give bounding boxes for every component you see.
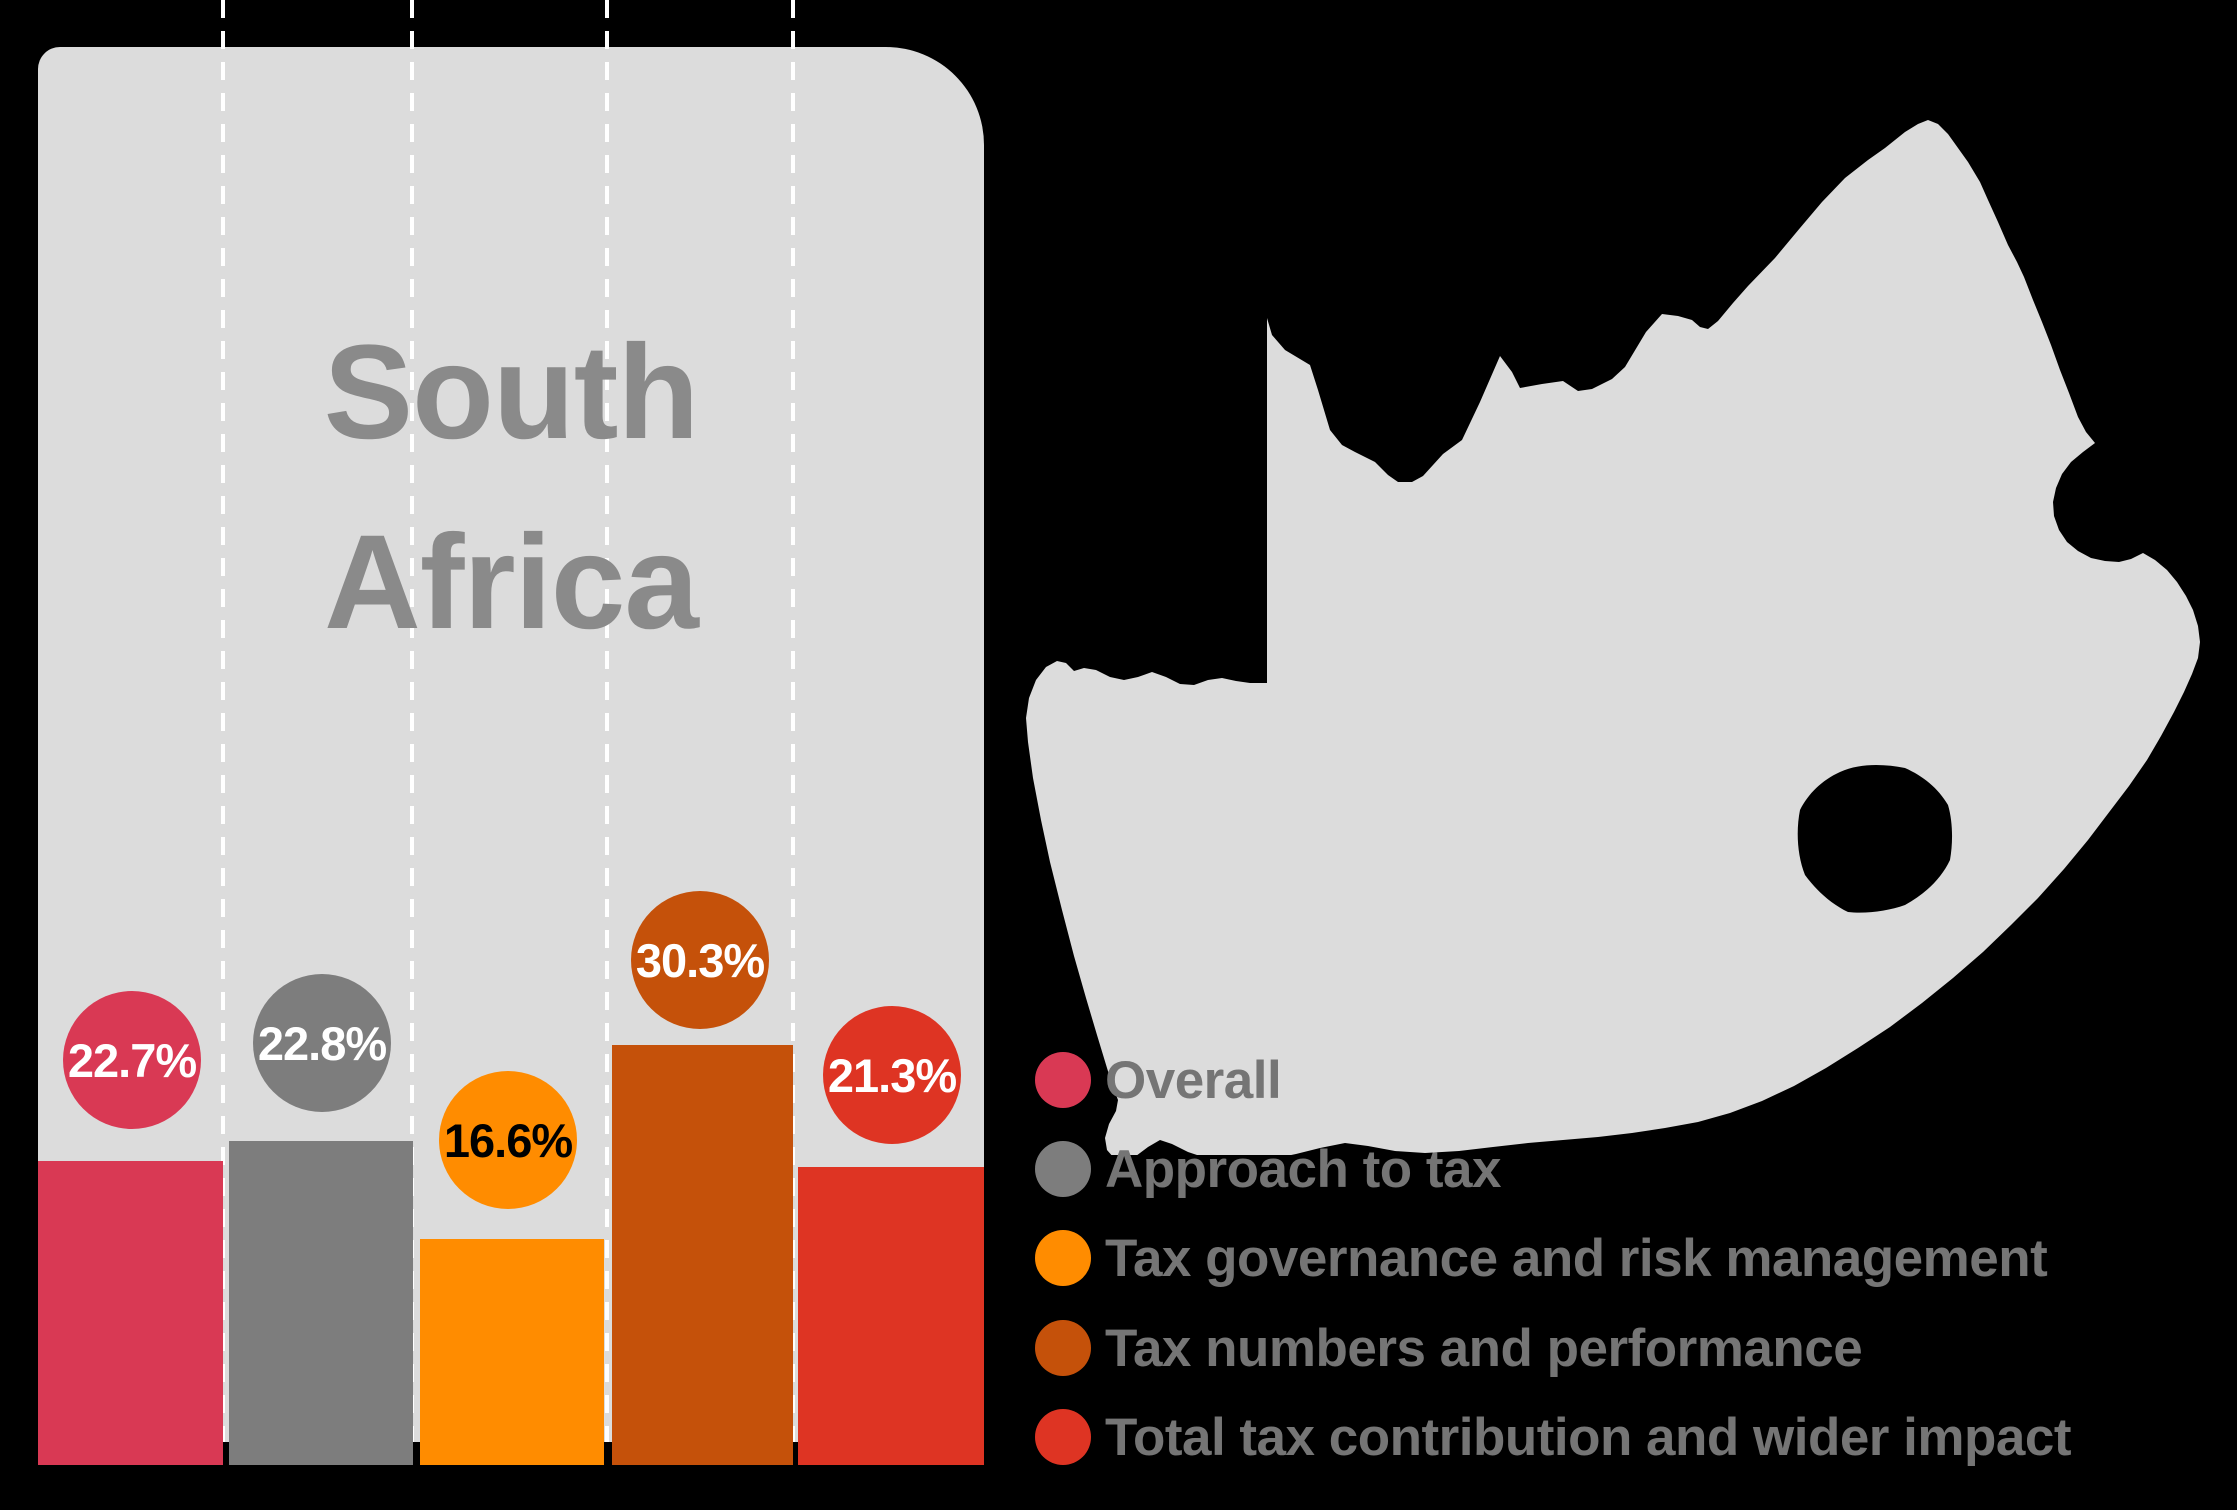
value-label: 16.6% [443, 1113, 573, 1167]
south-africa-map-shape [1026, 120, 2200, 1162]
legend-dot-icon [1035, 1320, 1091, 1376]
legend-label: Total tax contribution and wider impact [1105, 1407, 2071, 1467]
value-label: 22.8% [257, 1016, 387, 1070]
value-label: 21.3% [827, 1048, 957, 1102]
value-bubble-total-tax-contribution-and-wider-impact: 21.3% [823, 1006, 961, 1144]
value-bubble-approach-to-tax: 22.8% [253, 974, 391, 1112]
south-africa-map [1000, 110, 2205, 1162]
bar-tax-governance-and-risk-management [420, 1239, 604, 1465]
legend-label: Tax numbers and performance [1105, 1318, 1863, 1378]
bar-total-tax-contribution-and-wider-impact [798, 1167, 984, 1465]
legend-dot-icon [1035, 1409, 1091, 1465]
value-bubble-tax-governance-and-risk-management: 16.6% [439, 1071, 577, 1209]
value-bubble-overall: 22.7% [63, 991, 201, 1129]
dashed-gridline-4 [791, 0, 795, 1442]
legend-item-tax-governance-and-risk-management: Tax governance and risk management [1035, 1228, 2048, 1288]
bar-approach-to-tax [229, 1141, 413, 1465]
country-title-line1: South [323, 318, 700, 467]
legend-label: Tax governance and risk management [1105, 1228, 2048, 1288]
value-label: 22.7% [67, 1033, 197, 1087]
bar-tax-numbers-and-performance [612, 1045, 793, 1465]
legend-dot-icon [1035, 1230, 1091, 1286]
dashed-gridline-2 [410, 0, 414, 1442]
legend-item-tax-numbers-and-performance: Tax numbers and performance [1035, 1318, 1863, 1378]
dashed-gridline-3 [605, 0, 609, 1442]
map-svg [1026, 120, 2200, 1162]
legend-item-total-tax-contribution-and-wider-impact: Total tax contribution and wider impact [1035, 1407, 2071, 1467]
country-title-line2: Africa [324, 508, 699, 657]
bar-overall [38, 1161, 223, 1465]
country-title: South Africa [38, 298, 984, 678]
dashed-gridline-1 [221, 0, 225, 1442]
value-bubble-tax-numbers-and-performance: 30.3% [631, 891, 769, 1029]
value-label: 30.3% [635, 933, 765, 987]
